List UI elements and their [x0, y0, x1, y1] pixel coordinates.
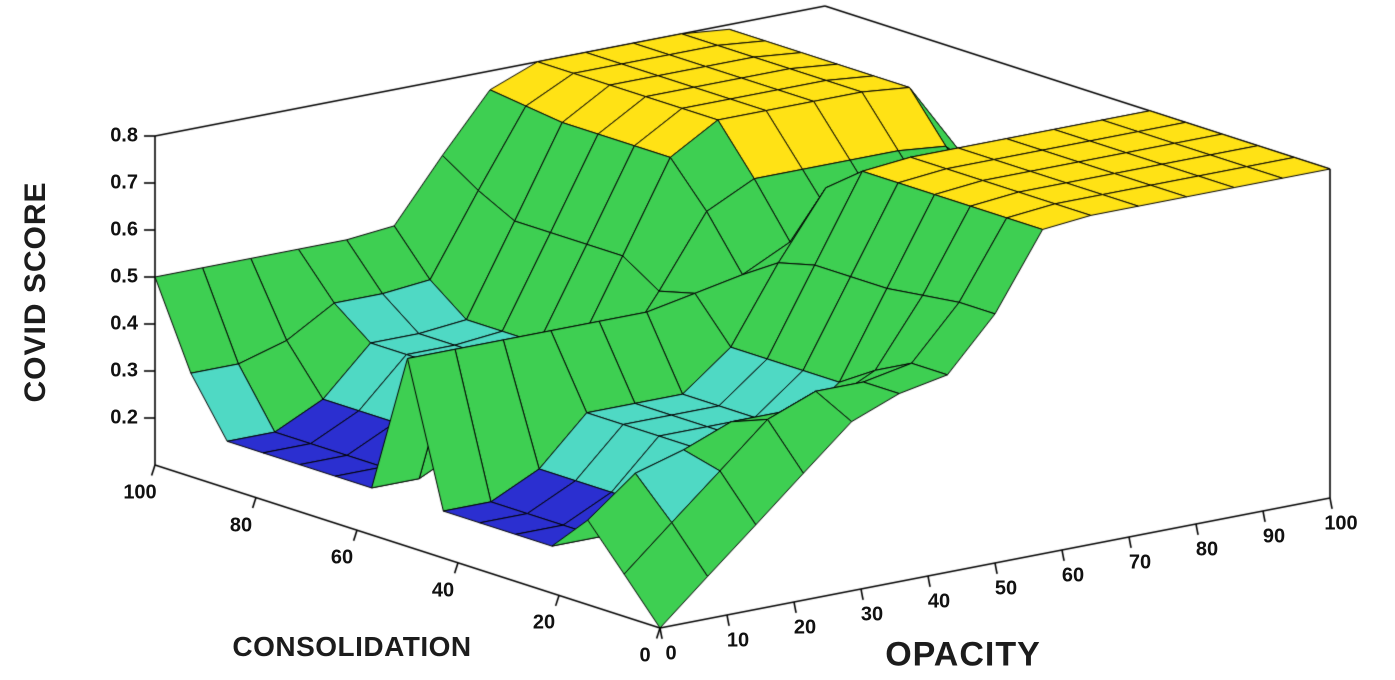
consolidation-axis-tick-label: 60	[330, 546, 354, 569]
z-axis-tick-label: 0.5	[110, 265, 138, 288]
opacity-axis-tick-label: 90	[1262, 525, 1286, 548]
opacity-axis-tick-label: 30	[860, 603, 884, 626]
z-axis-tick-label: 0.3	[110, 359, 138, 382]
consolidation-axis-tick-label: 100	[123, 481, 157, 504]
opacity-axis-tick-label: 100	[1324, 512, 1358, 535]
z-axis-tick-label: 0.4	[110, 312, 138, 335]
opacity-axis-tick-label: 80	[1195, 538, 1219, 561]
opacity-axis-tick-label: 10	[726, 629, 750, 652]
opacity-axis-tick-label: 70	[1128, 551, 1152, 574]
z-axis-title: COVID SCORE	[19, 181, 52, 403]
z-axis-tick-label: 0.2	[110, 406, 138, 429]
opacity-axis-tick-label: 0	[665, 642, 677, 665]
opacity-axis-tick-label: 40	[927, 590, 951, 613]
opacity-axis-tick-label: 60	[1061, 564, 1085, 587]
consolidation-axis-tick-label: 40	[431, 579, 455, 602]
opacity-axis-tick-label: 20	[793, 616, 817, 639]
z-axis-tick-label: 0.8	[110, 124, 138, 147]
z-axis-tick-label: 0.6	[110, 218, 138, 241]
consolidation-axis-tick-label: 80	[229, 514, 253, 537]
z-axis-tick-label: 0.7	[110, 171, 138, 194]
opacity-axis-title: OPACITY	[885, 635, 1041, 674]
opacity-axis-tick-label: 50	[994, 577, 1018, 600]
consolidation-axis-tick-label: 0	[639, 644, 651, 667]
consolidation-axis-title: CONSOLIDATION	[232, 631, 472, 662]
consolidation-axis-tick-label: 20	[532, 611, 556, 634]
